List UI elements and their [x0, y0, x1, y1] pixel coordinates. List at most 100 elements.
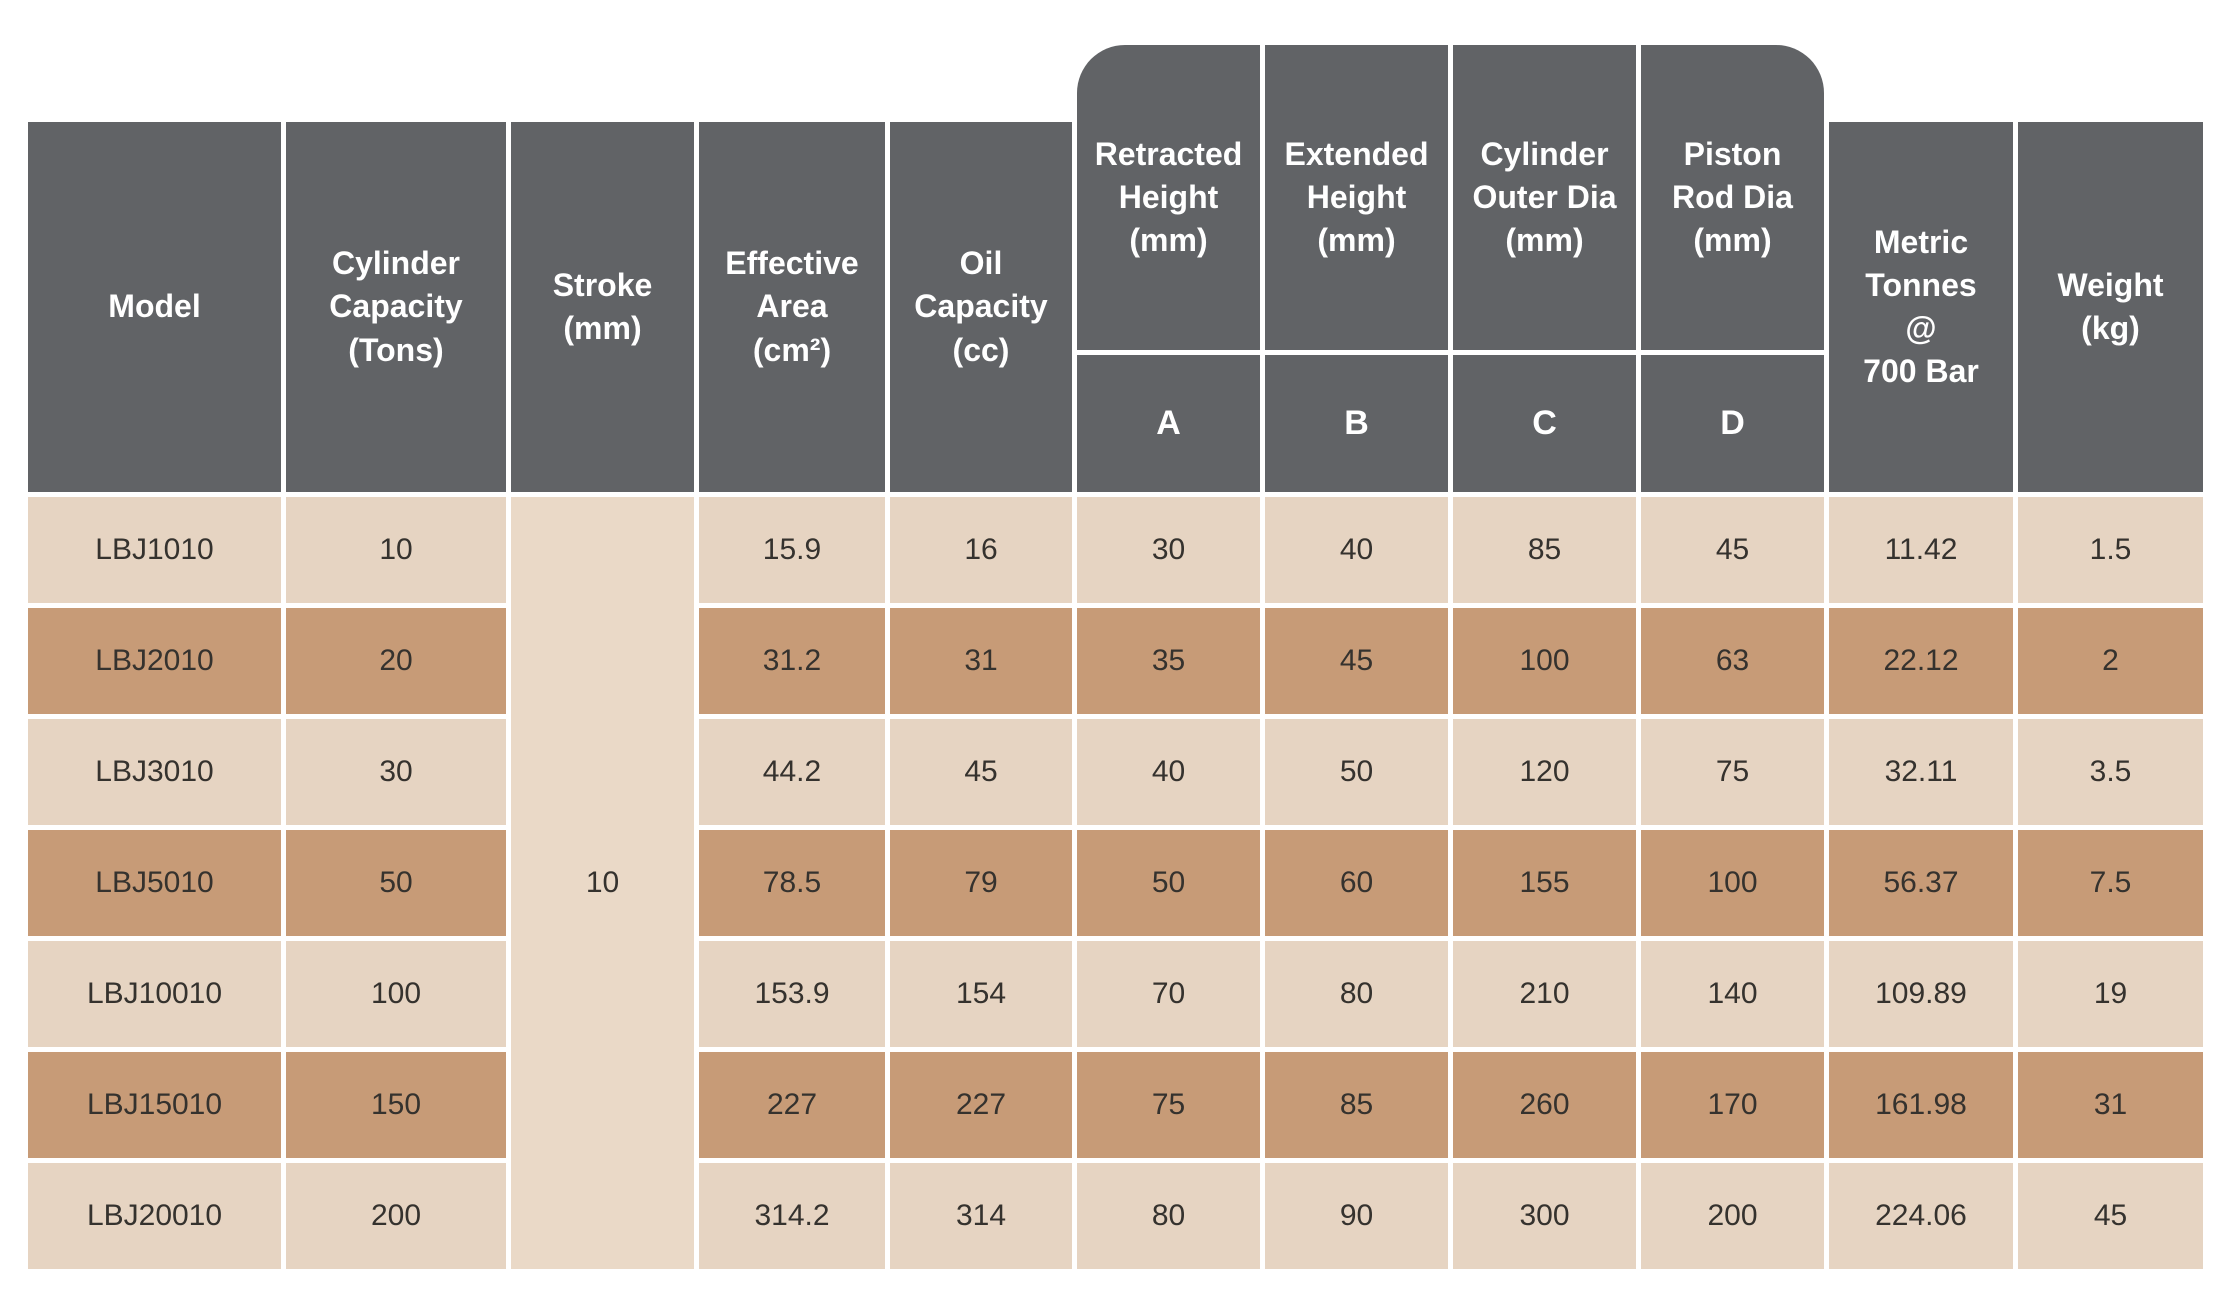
cylinder-outer-dia-cell: 85: [1453, 497, 1636, 603]
cell-value: 153.9: [754, 977, 830, 1010]
cell-value: 3.5: [2089, 755, 2132, 788]
cell-value: LBJ2010: [95, 644, 214, 677]
cell-value: 40: [1151, 755, 1186, 788]
weight-cell: 3.5: [2018, 719, 2203, 825]
cell-value: 227: [766, 1088, 818, 1121]
cell-value: 224.06: [1875, 1199, 1967, 1232]
cell-value: 150: [370, 1088, 422, 1121]
header-retracted-height: Retracted Height (mm): [1077, 45, 1260, 350]
oil-capacity-cell: 45: [890, 719, 1072, 825]
cell-value: LBJ20010: [86, 1199, 223, 1232]
capacity-cell: 10: [286, 497, 506, 603]
header-weight-label: Weight (kg): [2057, 266, 2164, 346]
header-piston-rod-dia: Piston Rod Dia (mm): [1641, 45, 1824, 350]
retracted-height-cell: 35: [1077, 608, 1260, 714]
effective-area-cell: 31.2: [699, 608, 885, 714]
header-effective-area: Effective Area (cm²): [699, 122, 885, 492]
cell-value: 45: [2093, 1199, 2128, 1232]
cell-value: 210: [1519, 977, 1570, 1010]
effective-area-cell: 44.2: [699, 719, 885, 825]
cylinder-outer-dia-cell: 300: [1453, 1163, 1636, 1269]
effective-area-cell: 314.2: [699, 1163, 885, 1269]
cell-value: 22.12: [1883, 644, 1959, 677]
extended-height-cell: 80: [1265, 941, 1448, 1047]
cell-value: 56.37: [1883, 866, 1959, 899]
cell-value: 20: [379, 644, 413, 677]
cylinder-outer-dia-cell: 155: [1453, 830, 1636, 936]
subheader-a-label: A: [1156, 403, 1181, 442]
cell-value: 154: [955, 977, 1007, 1010]
extended-height-cell: 60: [1265, 830, 1448, 936]
cell-value: 120: [1519, 755, 1570, 788]
cell-value: 45: [964, 755, 998, 788]
capacity-cell: 20: [286, 608, 506, 714]
subheader-a: A: [1077, 355, 1260, 492]
subheader-c-label: C: [1532, 403, 1557, 442]
cylinder-outer-dia-cell: 100: [1453, 608, 1636, 714]
header-cylinder-capacity-label: Cylinder Capacity (Tons): [329, 245, 463, 368]
cell-value: 30: [1151, 533, 1186, 566]
capacity-cell: 50: [286, 830, 506, 936]
cell-value: 60: [1339, 866, 1374, 899]
cell-value: 50: [1339, 755, 1374, 788]
metric-tonnes-cell: 224.06: [1829, 1163, 2013, 1269]
weight-cell: 2: [2018, 608, 2203, 714]
extended-height-cell: 85: [1265, 1052, 1448, 1158]
header-extended-height-label: Extended Height (mm): [1284, 135, 1429, 259]
header-metric-tonnes-label: Metric Tonnes @ 700 Bar: [1863, 223, 1979, 390]
subheader-d-label: D: [1720, 403, 1745, 442]
cylinder-outer-dia-cell: 120: [1453, 719, 1636, 825]
extended-height-cell: 90: [1265, 1163, 1448, 1269]
capacity-cell: 30: [286, 719, 506, 825]
cell-value: 10: [379, 533, 413, 566]
header-stroke: Stroke (mm): [511, 122, 694, 492]
cell-value: 63: [1715, 644, 1750, 677]
cell-value: 45: [1339, 644, 1374, 677]
cylinder-outer-dia-cell: 260: [1453, 1052, 1636, 1158]
cell-value: 314: [955, 1199, 1007, 1232]
cell-value: 170: [1707, 1088, 1758, 1121]
cell-value: 19: [2093, 977, 2128, 1010]
cell-value: 15.9: [762, 533, 822, 566]
cell-value: 30: [379, 755, 413, 788]
header-cylinder-outer-dia-label: Cylinder Outer Dia (mm): [1472, 135, 1617, 259]
cell-value: 11.42: [1884, 533, 1958, 566]
cell-value: LBJ1010: [95, 533, 214, 566]
cell-value: 79: [964, 866, 998, 899]
cell-value: 1.5: [2089, 533, 2132, 566]
model-cell: LBJ20010: [28, 1163, 281, 1269]
cell-value: 161.98: [1875, 1088, 1967, 1121]
metric-tonnes-cell: 56.37: [1829, 830, 2013, 936]
effective-area-cell: 153.9: [699, 941, 885, 1047]
cell-value: 50: [379, 866, 413, 899]
header-effective-area-label: Effective Area (cm²): [725, 245, 859, 368]
cell-value: 16: [964, 533, 998, 566]
cell-value: 35: [1151, 644, 1186, 677]
weight-cell: 31: [2018, 1052, 2203, 1158]
retracted-height-cell: 70: [1077, 941, 1260, 1047]
cell-value: 100: [1519, 644, 1570, 677]
cell-value: 40: [1339, 533, 1374, 566]
metric-tonnes-cell: 161.98: [1829, 1052, 2013, 1158]
cell-value: LBJ5010: [95, 866, 214, 899]
cell-value: 85: [1339, 1088, 1374, 1121]
spec-table: Model Cylinder Capacity (Tons) Stroke (m…: [28, 45, 2203, 1269]
cell-value: 44.2: [762, 755, 822, 788]
cell-value: 227: [955, 1088, 1007, 1121]
capacity-cell: 150: [286, 1052, 506, 1158]
oil-capacity-cell: 16: [890, 497, 1072, 603]
metric-tonnes-cell: 32.11: [1829, 719, 2013, 825]
oil-capacity-cell: 314: [890, 1163, 1072, 1269]
cell-value: 31: [964, 644, 998, 677]
cell-value: 300: [1519, 1199, 1570, 1232]
header-weight: Weight (kg): [2018, 122, 2203, 492]
header-cylinder-outer-dia: Cylinder Outer Dia (mm): [1453, 45, 1636, 350]
capacity-cell: 100: [286, 941, 506, 1047]
cell-value: 45: [1715, 533, 1750, 566]
cell-value: LBJ15010: [86, 1088, 223, 1121]
cell-value: 90: [1339, 1199, 1374, 1232]
subheader-b-label: B: [1344, 403, 1369, 442]
cell-value: 78.5: [762, 866, 822, 899]
model-cell: LBJ10010: [28, 941, 281, 1047]
piston-rod-dia-cell: 75: [1641, 719, 1824, 825]
